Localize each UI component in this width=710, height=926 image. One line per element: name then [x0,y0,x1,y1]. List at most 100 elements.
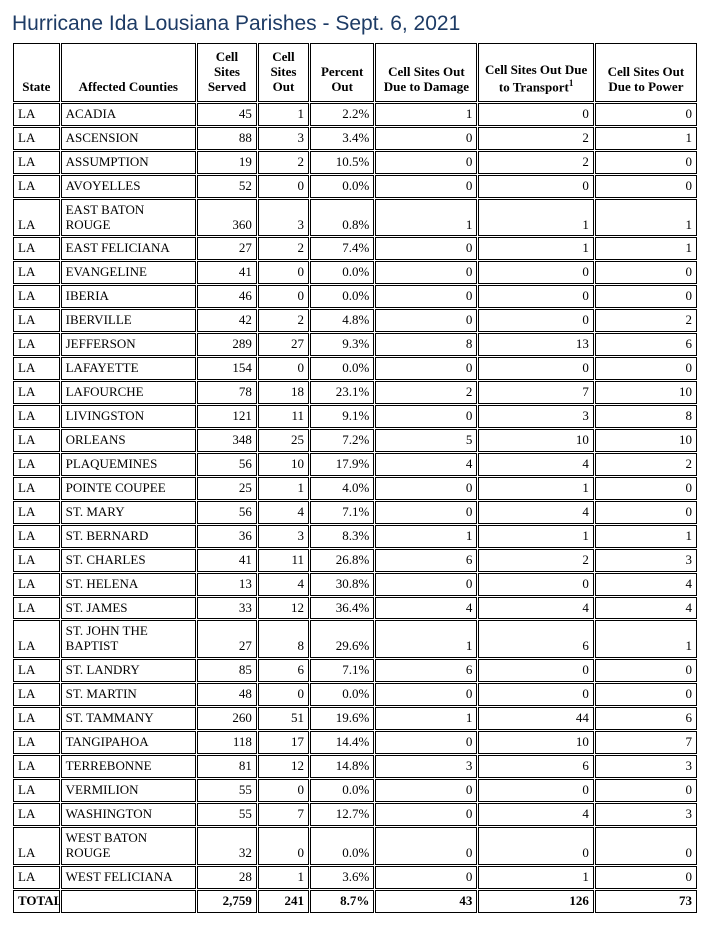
value-cell: 1 [478,525,593,548]
state-cell: LA [13,755,60,778]
value-cell: 0 [478,779,593,802]
value-cell: 0 [258,285,309,308]
value-cell: 0 [595,151,697,174]
value-cell: 7 [258,803,309,826]
table-row: LAJEFFERSON289279.3%8136 [13,333,697,356]
county-cell: TERREBONNE [61,755,196,778]
county-cell: LAFAYETTE [61,357,196,380]
value-cell: 0 [478,261,593,284]
value-cell: 0 [595,285,697,308]
value-cell: 1 [595,237,697,260]
value-cell: 10 [478,429,593,452]
state-cell: LA [13,501,60,524]
col-header-3: Cell Sites Out [258,43,309,102]
value-cell: 27 [197,237,257,260]
county-cell: TANGIPAHOA [61,731,196,754]
value-cell: 10 [595,381,697,404]
county-cell: PLAQUEMINES [61,453,196,476]
value-cell: 0 [375,477,477,500]
table-row: LAASSUMPTION19210.5%020 [13,151,697,174]
value-cell: 4.0% [310,477,374,500]
value-cell: 32 [197,827,257,865]
value-cell: 9.1% [310,405,374,428]
value-cell: 10 [595,429,697,452]
county-cell: EVANGELINE [61,261,196,284]
value-cell: 0 [595,357,697,380]
county-cell: ORLEANS [61,429,196,452]
value-cell: 3 [595,803,697,826]
value-cell: 41 [197,261,257,284]
value-cell: 17 [258,731,309,754]
value-cell: 0 [258,779,309,802]
state-cell: LA [13,199,60,237]
col-header-1: Affected Counties [61,43,196,102]
value-cell: 0.8% [310,199,374,237]
col-header-5: Cell Sites Out Due to Damage [375,43,477,102]
value-cell: 2 [478,549,593,572]
value-cell: 1 [375,707,477,730]
state-cell: LA [13,453,60,476]
table-row: LAAVOYELLES5200.0%000 [13,175,697,198]
value-cell: 3 [258,525,309,548]
value-cell: 3.6% [310,866,374,889]
value-cell: 1 [478,237,593,260]
value-cell: 4.8% [310,309,374,332]
state-cell: LA [13,731,60,754]
value-cell: 11 [258,549,309,572]
value-cell: 81 [197,755,257,778]
value-cell: 36 [197,525,257,548]
value-cell: 6 [478,620,593,658]
value-cell: 0 [478,827,593,865]
value-cell: 0 [375,405,477,428]
col-header-2: Cell Sites Served [197,43,257,102]
state-cell: LA [13,659,60,682]
state-cell: LA [13,429,60,452]
table-row: LAWEST BATON ROUGE3200.0%000 [13,827,697,865]
table-row: LAST. BERNARD3638.3%111 [13,525,697,548]
value-cell: 4 [595,597,697,620]
value-cell: 55 [197,803,257,826]
value-cell: 0 [375,573,477,596]
state-cell: LA [13,175,60,198]
table-row: LAST. JAMES331236.4%444 [13,597,697,620]
total-blank [61,890,196,913]
value-cell: 7 [478,381,593,404]
value-cell: 121 [197,405,257,428]
value-cell: 1 [595,199,697,237]
county-cell: WEST BATON ROUGE [61,827,196,865]
page-title: Hurricane Ida Lousiana Parishes - Sept. … [12,12,698,36]
county-cell: EAST FELICIANA [61,237,196,260]
value-cell: 0 [595,659,697,682]
value-cell: 0 [478,285,593,308]
value-cell: 8 [595,405,697,428]
county-cell: ST. HELENA [61,573,196,596]
table-row: LAACADIA4512.2%100 [13,103,697,126]
value-cell: 0 [478,357,593,380]
state-cell: LA [13,803,60,826]
table-row: LATERREBONNE811214.8%363 [13,755,697,778]
value-cell: 7.1% [310,501,374,524]
value-cell: 3 [595,755,697,778]
value-cell: 0 [595,683,697,706]
value-cell: 1 [375,525,477,548]
value-cell: 45 [197,103,257,126]
value-cell: 0 [595,501,697,524]
value-cell: 23.1% [310,381,374,404]
value-cell: 19.6% [310,707,374,730]
value-cell: 18 [258,381,309,404]
value-cell: 1 [595,127,697,150]
value-cell: 3 [375,755,477,778]
value-cell: 0.0% [310,261,374,284]
total-value: 241 [258,890,309,913]
value-cell: 4 [478,501,593,524]
value-cell: 1 [258,477,309,500]
state-cell: LA [13,237,60,260]
value-cell: 0 [478,175,593,198]
value-cell: 0 [375,866,477,889]
value-cell: 10.5% [310,151,374,174]
table-row: LALIVINGSTON121119.1%038 [13,405,697,428]
value-cell: 78 [197,381,257,404]
col-header-7: Cell Sites Out Due to Power [595,43,697,102]
value-cell: 0.0% [310,285,374,308]
table-row: LAWASHINGTON55712.7%043 [13,803,697,826]
